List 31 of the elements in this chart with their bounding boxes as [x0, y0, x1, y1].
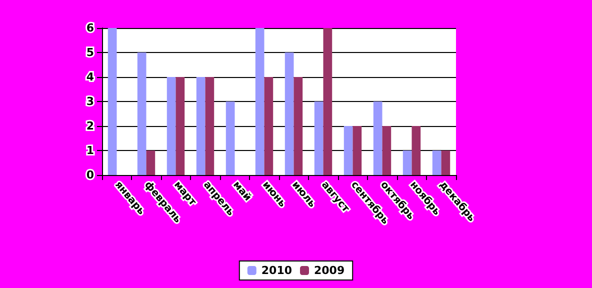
- bar: [412, 126, 421, 175]
- bar: [166, 77, 176, 175]
- y-tick-label: 3: [86, 95, 94, 108]
- bar: [226, 102, 235, 175]
- y-tick-label: 0: [86, 168, 94, 182]
- bar: [323, 28, 332, 175]
- bar: [294, 77, 303, 175]
- bar: [137, 52, 146, 175]
- y-tick-label: 5: [86, 46, 94, 59]
- bar: [196, 77, 206, 175]
- bar: [344, 126, 353, 175]
- y-tick-label: 1: [86, 144, 94, 157]
- bar: [402, 150, 412, 175]
- legend-label: 2009: [314, 264, 345, 277]
- bar: [146, 150, 156, 175]
- bar: [176, 77, 185, 175]
- bar: [264, 77, 274, 175]
- bar: [441, 150, 450, 175]
- bar: [284, 52, 294, 175]
- bar: [382, 126, 392, 175]
- bar: [205, 77, 214, 175]
- y-tick-label: 4: [86, 70, 94, 84]
- y-tick-label: 2: [86, 120, 94, 132]
- bar: [432, 150, 442, 175]
- legend-label: 2010: [261, 264, 292, 277]
- bar: [108, 28, 117, 175]
- bar: [373, 102, 382, 175]
- bar: [255, 28, 264, 175]
- bar: [314, 102, 324, 175]
- y-tick-label: 6: [86, 22, 94, 34]
- bar: [352, 126, 362, 175]
